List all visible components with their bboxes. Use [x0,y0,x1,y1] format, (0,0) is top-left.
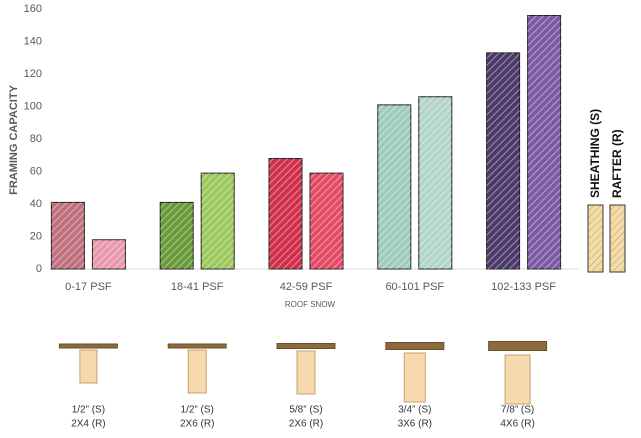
y-axis-label: FRAMING CAPACITY [8,84,20,194]
legend-hatch [610,205,625,272]
board-label: 3/4” (S) [398,405,431,416]
board-label: 2X6 (R) [289,419,323,430]
sheathing-board [167,343,227,349]
board-label: 4X6 (R) [500,419,534,430]
rafter-post [79,349,98,384]
board-label: 2X4 (R) [71,419,105,430]
rafter-post [504,354,531,405]
board-label: 3X6 (R) [398,419,432,430]
y-tick-label: 0 [36,263,42,275]
y-tick-label: 20 [30,230,42,242]
bar-hatch [201,173,235,269]
x-tick-label: 0-17 PSF [65,281,112,293]
bar-hatch [92,239,126,269]
sheathing-board [488,341,548,351]
y-tick-label: 120 [24,68,42,80]
board-label: 7/8” (S) [501,405,534,416]
legend-label: RAFTER (R) [610,129,624,198]
y-tick-label: 60 [30,165,42,177]
y-tick-label: 160 [24,3,42,15]
y-tick-label: 80 [30,133,42,145]
sheathing-board [276,343,336,349]
bar-hatch [377,104,411,269]
x-tick-label: 42-59 PSF [280,281,333,293]
rafter-post [403,352,426,403]
legend-label: SHEATHING (S) [588,109,602,198]
board-label: 1/2” (S) [181,405,214,416]
bar-hatch [310,173,343,269]
board-label: 2X6 (R) [180,419,214,430]
rafter-post [187,349,207,394]
sheathing-board [385,342,445,350]
bar-hatch [486,52,520,269]
y-tick-label: 40 [30,198,42,210]
board-label: 1/2” (S) [72,405,105,416]
x-tick-label: 102-133 PSF [491,281,556,293]
bar-hatch [269,158,302,269]
x-tick-label: 60-101 PSF [385,281,444,293]
bar-hatch [160,202,194,269]
board-label: 5/8” (S) [289,405,322,416]
legend-hatch [588,205,603,272]
bar-hatch [527,15,561,269]
sheathing-board [58,343,118,349]
x-axis-label: ROOF SNOW [285,300,336,309]
y-tick-label: 100 [24,100,42,112]
bar-hatch [51,202,85,269]
x-tick-label: 18-41 PSF [171,281,224,293]
y-tick-label: 140 [24,35,42,47]
rafter-post [296,350,316,395]
bar-hatch [418,96,452,269]
